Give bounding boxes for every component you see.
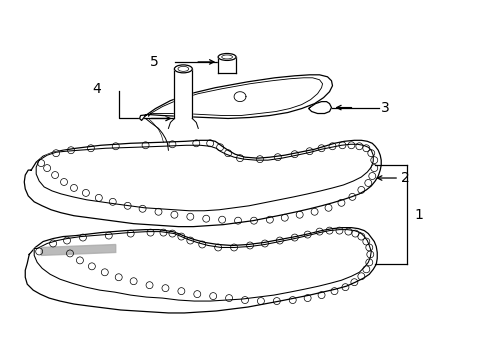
Text: 4: 4 xyxy=(92,82,101,96)
Text: 5: 5 xyxy=(149,55,158,69)
Polygon shape xyxy=(139,75,332,121)
Polygon shape xyxy=(308,102,331,113)
Polygon shape xyxy=(25,228,376,313)
Ellipse shape xyxy=(218,54,236,60)
Text: 3: 3 xyxy=(381,100,389,114)
Polygon shape xyxy=(174,69,192,118)
Ellipse shape xyxy=(174,65,192,73)
Polygon shape xyxy=(36,144,372,211)
Text: 2: 2 xyxy=(400,171,409,185)
Polygon shape xyxy=(34,230,370,301)
Polygon shape xyxy=(218,57,236,73)
Polygon shape xyxy=(41,244,116,255)
Polygon shape xyxy=(24,140,381,227)
Text: 1: 1 xyxy=(413,208,422,222)
